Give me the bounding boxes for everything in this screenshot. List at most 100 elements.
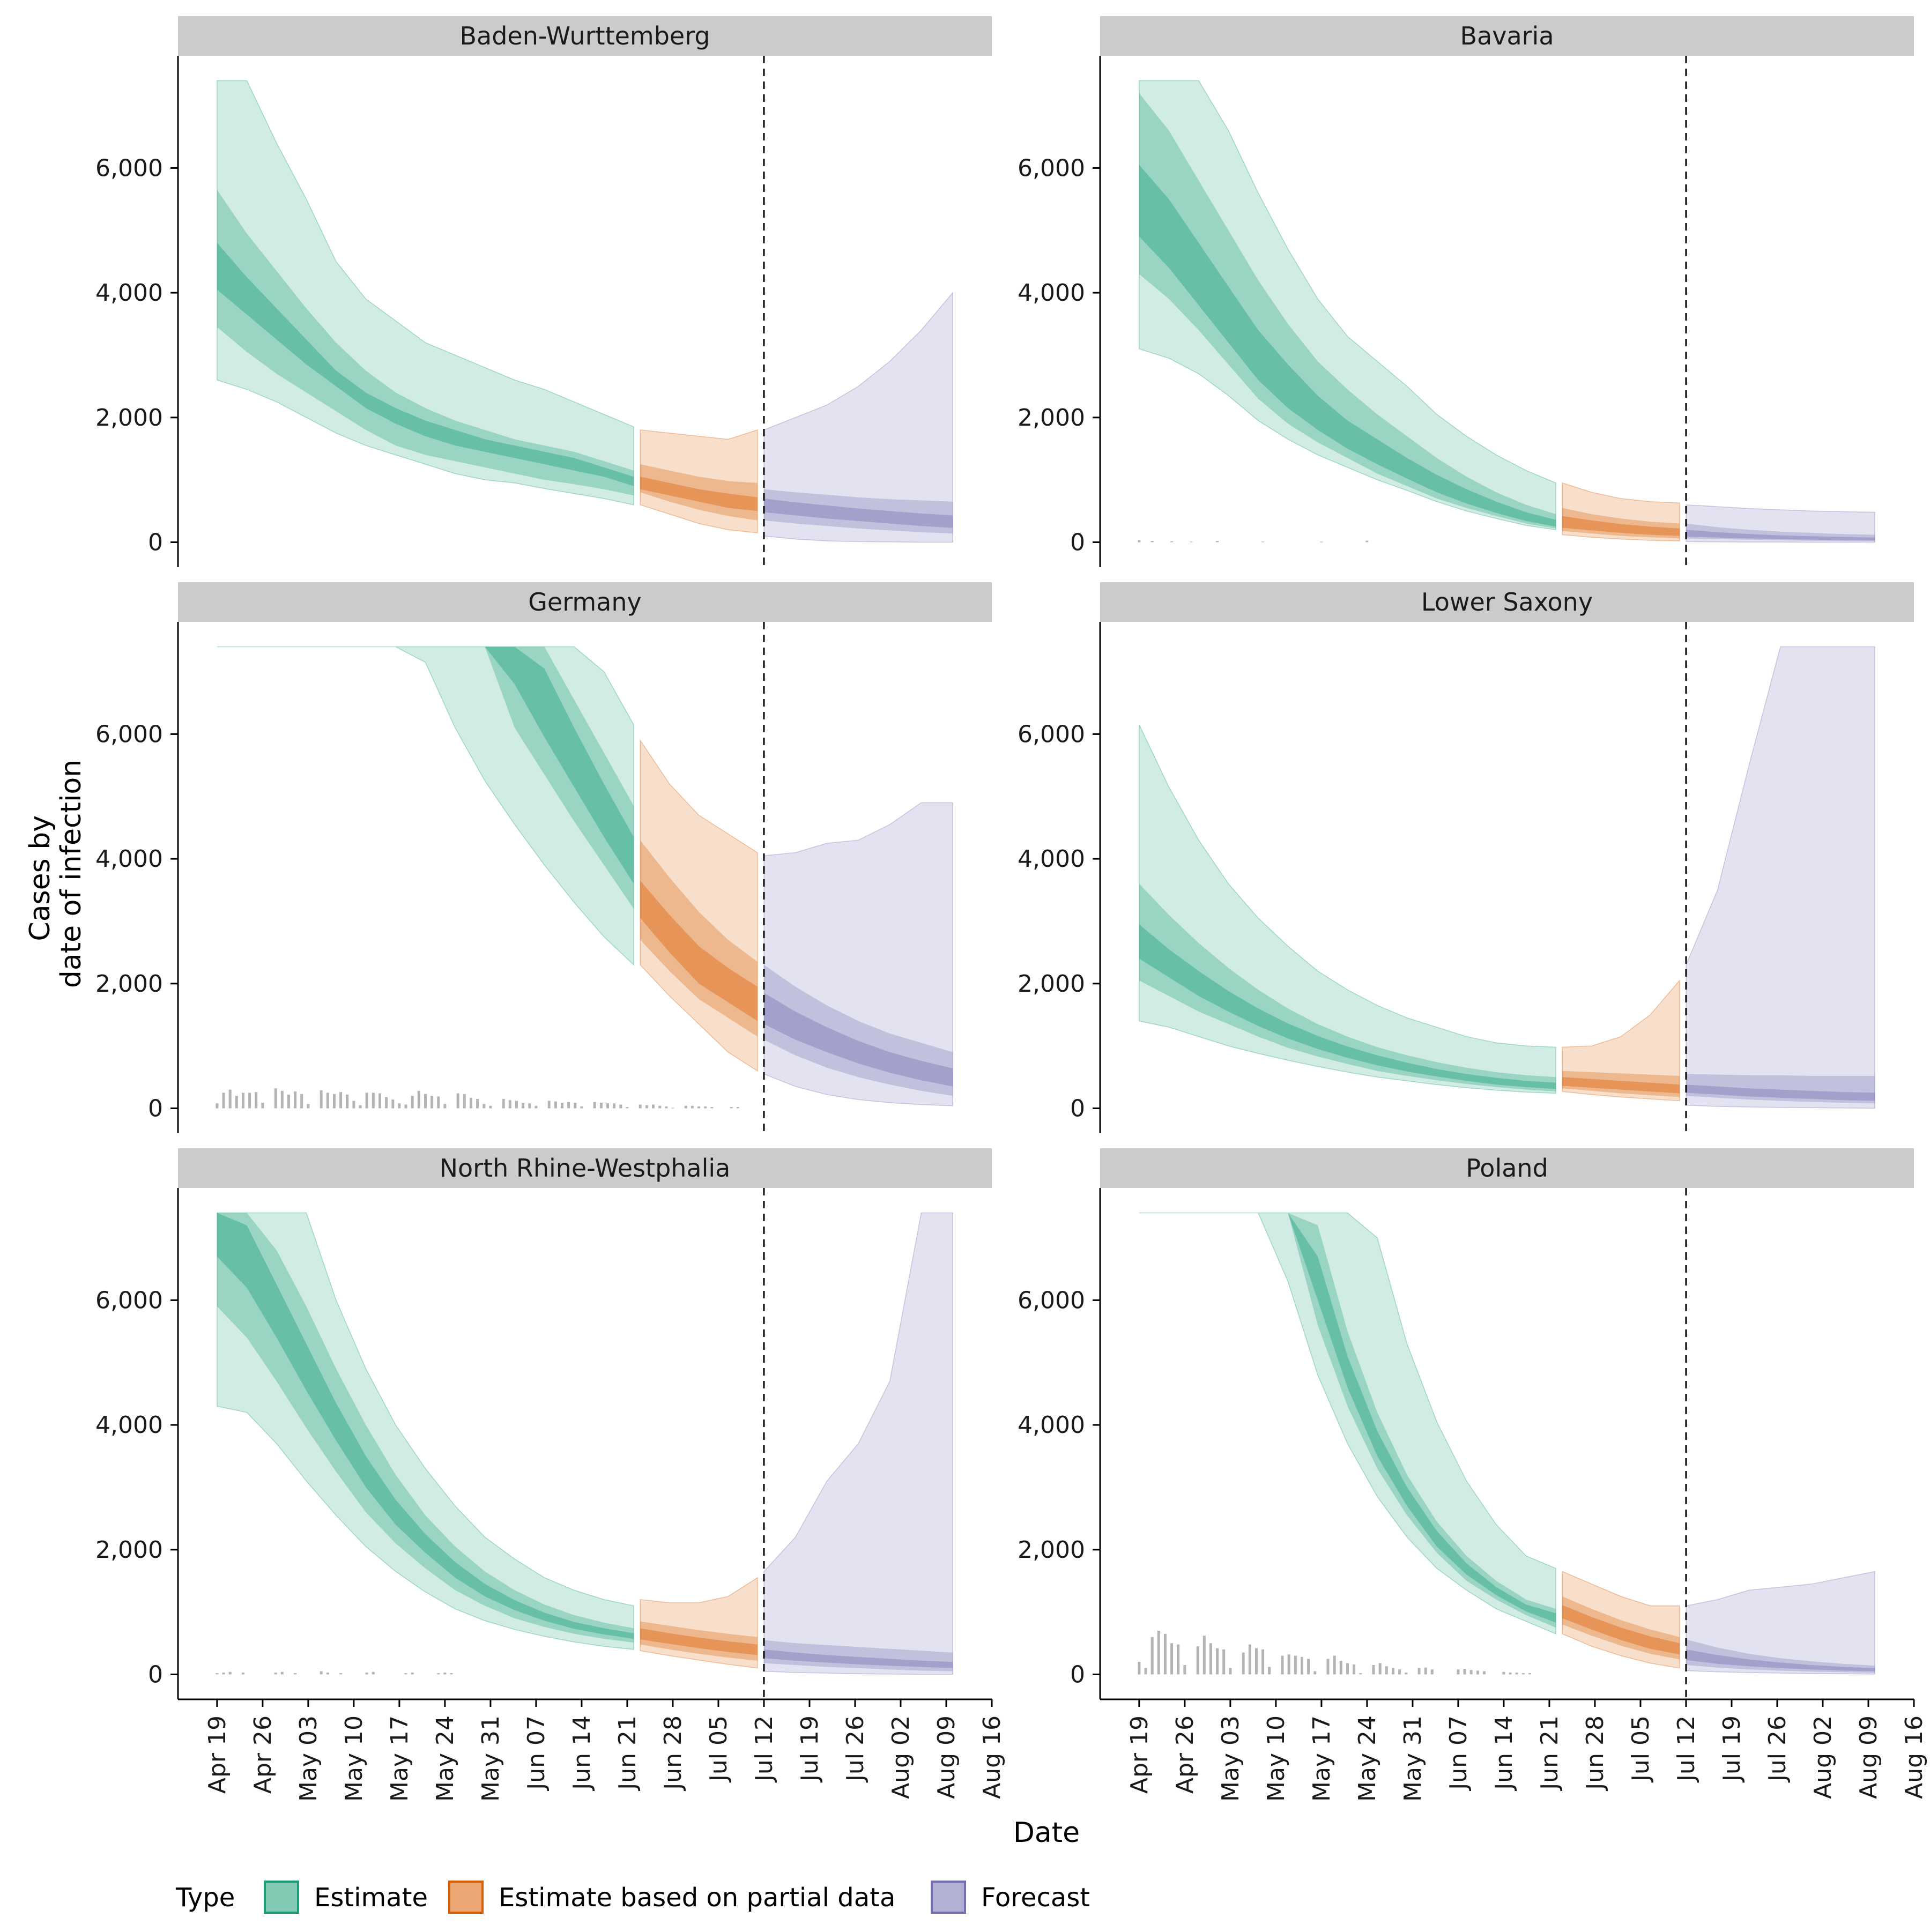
observed-bar [1457, 1669, 1460, 1675]
observed-bar [411, 1096, 414, 1109]
observed-bar [339, 1092, 343, 1109]
observed-bar [1229, 1668, 1232, 1675]
observed-bar [580, 1106, 583, 1109]
observed-bar [697, 1106, 700, 1109]
observed-bar [1392, 1668, 1394, 1675]
x-tick-label: Apr 19 [204, 1715, 231, 1794]
band-outer [763, 1212, 953, 1675]
y-tick-label: 0 [1070, 1095, 1085, 1122]
observed-bar [365, 1093, 368, 1109]
observed-bar [658, 1105, 662, 1109]
observed-bar [1268, 1667, 1271, 1675]
y-tick-label: 0 [148, 1661, 163, 1688]
panel-title: Poland [1466, 1154, 1548, 1183]
observed-bar [411, 1673, 414, 1675]
band-middle [1139, 93, 1556, 529]
observed-bar [1242, 1652, 1245, 1675]
panel-strip [1100, 582, 1914, 622]
y-axis-title-line-2: date of infection [55, 760, 87, 988]
observed-bar [1255, 1648, 1258, 1675]
observed-bar [216, 1103, 219, 1109]
x-tick-label: May 31 [477, 1715, 504, 1802]
observed-bar [320, 1090, 323, 1109]
legend-label: Estimate based on partial data [499, 1883, 895, 1913]
y-tick-label: 2,000 [1018, 404, 1085, 432]
observed-bar [1528, 1673, 1531, 1675]
panel-strip [178, 582, 992, 622]
observed-bar [1339, 1660, 1342, 1675]
x-tick-label: Aug 09 [933, 1715, 960, 1799]
observed-bar [378, 1093, 381, 1109]
observed-bar [1417, 1668, 1421, 1675]
observed-bar [346, 1094, 349, 1109]
panel: North Rhine-Westphalia 0 2,000 4,000 6,000 Ap… [95, 1148, 1006, 1802]
band-outer [1686, 504, 1875, 543]
observed-bar [1196, 1646, 1199, 1675]
observed-bar [443, 1104, 447, 1109]
band-outer [217, 646, 634, 966]
x-tick-label: Jul 05 [705, 1715, 732, 1783]
panel-strip [1100, 16, 1914, 56]
observed-bar [1469, 1670, 1473, 1675]
observed-bar [1326, 1659, 1330, 1675]
panel: Lower Saxony 0 2,000 4,000 6,000 [1018, 582, 1914, 1133]
observed-bar [222, 1093, 225, 1109]
x-tick-label: Aug 02 [1809, 1715, 1837, 1799]
observed-bar [599, 1103, 603, 1109]
band-inner [1562, 1077, 1680, 1094]
observed-bar [1359, 1673, 1362, 1675]
observed-bar [1346, 1663, 1349, 1675]
observed-bar [482, 1104, 486, 1109]
band-middle [217, 647, 634, 909]
observed-bar [216, 1673, 219, 1675]
observed-bar [404, 1673, 407, 1675]
observed-bar [261, 1103, 264, 1109]
y-tick-label: 2,000 [95, 970, 163, 998]
x-tick-label: Jun 07 [1445, 1715, 1472, 1792]
x-tick-label: May 17 [1308, 1715, 1335, 1802]
observed-bar [398, 1103, 401, 1109]
observed-bar [1483, 1671, 1486, 1675]
observed-bar [1365, 540, 1369, 543]
band-outer [217, 80, 634, 506]
x-tick-label: Jun 21 [614, 1715, 641, 1792]
band-outer [640, 1577, 758, 1669]
y-tick-label: 4,000 [95, 1411, 163, 1439]
observed-bar [1216, 541, 1219, 543]
observed-bar [443, 1673, 447, 1675]
observed-bar [365, 1673, 368, 1675]
band-inner [764, 1649, 953, 1668]
observed-bar [730, 1107, 733, 1109]
observed-bar [1301, 1656, 1303, 1675]
observed-bar [391, 1099, 395, 1109]
panel-title: Baden-Wurttemberg [459, 21, 710, 50]
observed-bar [574, 1103, 577, 1109]
observed-bar [1170, 1643, 1174, 1675]
observed-bar [1170, 541, 1174, 543]
panel-strip [1100, 1148, 1914, 1188]
observed-bar [1515, 1673, 1518, 1675]
band-middle [1686, 1639, 1875, 1673]
x-tick-label: May 10 [1263, 1715, 1290, 1802]
observed-bar [515, 1101, 518, 1109]
observed-bar [1333, 1655, 1336, 1675]
observed-bar [1463, 1669, 1466, 1675]
observed-bar [1248, 1644, 1251, 1675]
observed-bar [547, 1101, 551, 1109]
observed-bar [359, 1105, 362, 1109]
observed-bar [248, 1093, 251, 1109]
legend-swatch [931, 1881, 966, 1914]
observed-bar [372, 1093, 375, 1109]
y-tick-label: 6,000 [95, 154, 163, 182]
x-tick-label: May 17 [386, 1715, 413, 1802]
observed-bar [456, 1093, 459, 1109]
legend-item: Estimate [264, 1881, 428, 1914]
y-tick-label: 0 [1070, 529, 1085, 556]
x-tick-label: Jun 14 [1490, 1715, 1518, 1792]
legend: Type Estimate Estimate based on partial d… [175, 1881, 1090, 1914]
observed-bar [1144, 1668, 1147, 1675]
panel-strip [178, 16, 992, 56]
panel-title: Lower Saxony [1421, 588, 1593, 616]
x-tick-label: May 03 [1217, 1715, 1244, 1802]
